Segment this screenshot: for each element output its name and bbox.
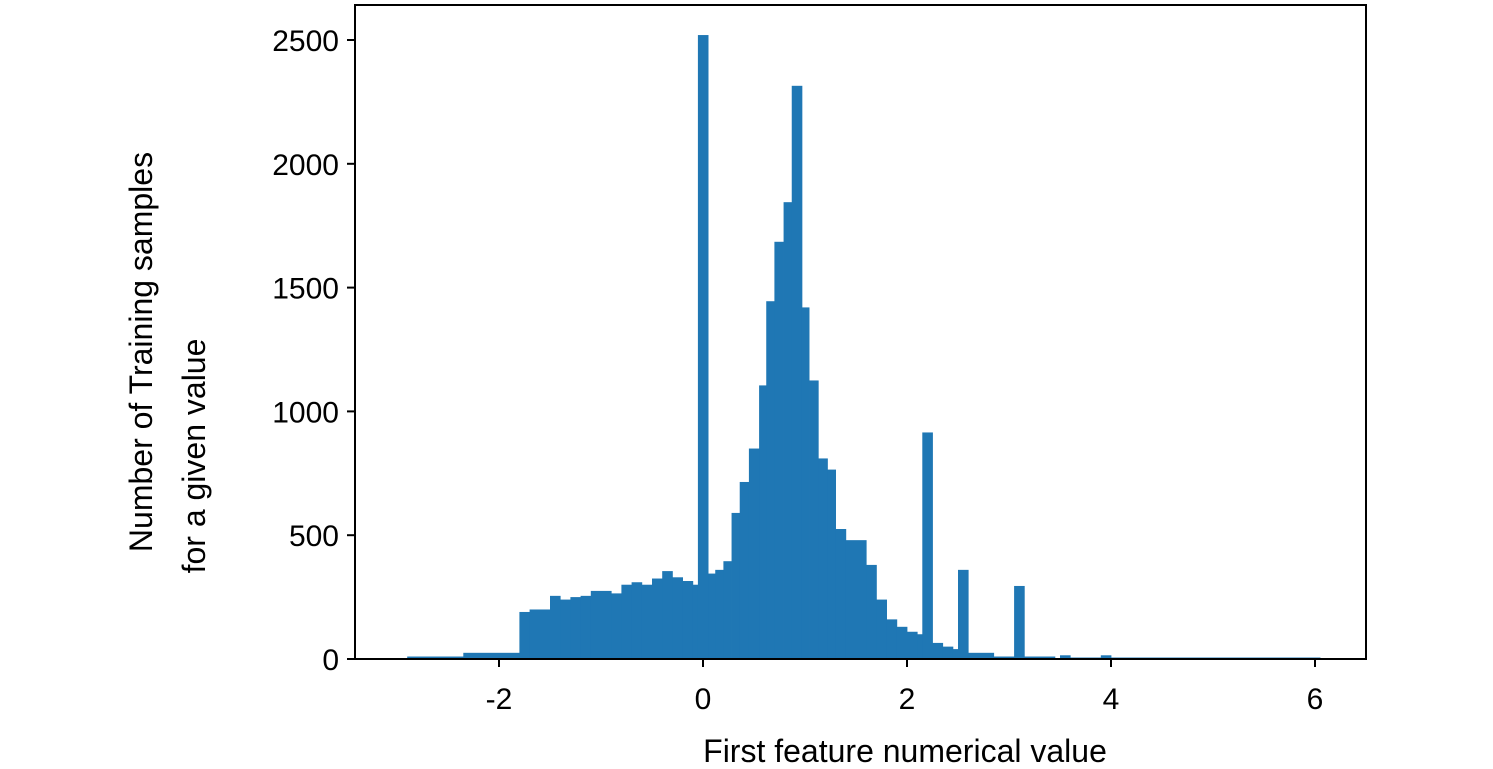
y-tick-label-1: 500 <box>289 520 339 553</box>
histogram-bar-18 <box>697 35 709 660</box>
x-axis-ticks: -2 0 2 4 6 <box>486 659 1324 716</box>
histogram-bar-50 <box>1024 656 1056 659</box>
histogram-bar-48 <box>993 656 1015 659</box>
histogram-bar-27 <box>774 241 784 660</box>
y-axis-label-line-2: for a given value <box>176 339 212 574</box>
histogram-bar-31 <box>809 380 819 659</box>
histogram-bar-38 <box>886 619 898 659</box>
histogram-bar-35 <box>845 540 867 659</box>
histogram-bar-4 <box>550 595 561 659</box>
x-tick-label-3: 4 <box>1103 683 1120 716</box>
y-tick-label-4: 2000 <box>272 149 339 182</box>
histogram-bar-49 <box>1014 585 1025 659</box>
histogram-bar-7 <box>580 595 592 659</box>
x-axis-label: First feature numerical value <box>703 733 1107 769</box>
histogram-bar-45 <box>952 649 959 659</box>
histogram-bar-3 <box>529 609 551 659</box>
histogram-bar-24 <box>748 448 760 659</box>
histogram-bar-14 <box>662 571 673 659</box>
histogram-bar-29 <box>791 85 803 659</box>
histogram-bar-41 <box>917 634 923 659</box>
y-axis-label-line-1: Number of Training samples <box>123 152 159 552</box>
histogram-bar-34 <box>835 529 847 659</box>
histogram-bar-20 <box>715 569 724 659</box>
histogram-bar-22 <box>731 512 741 659</box>
histogram-bar-2 <box>519 611 530 659</box>
x-tick-label-4: 6 <box>1307 683 1324 716</box>
y-axis-ticks: 0 500 1000 1500 2000 2500 <box>272 25 355 677</box>
y-tick-label-5: 2500 <box>272 25 339 58</box>
histogram-bar-21 <box>723 561 732 659</box>
y-tick-label-3: 1500 <box>272 273 339 306</box>
histogram-bar-47 <box>968 652 995 659</box>
histogram-bar-16 <box>682 581 694 659</box>
histogram-bar-44 <box>942 646 954 659</box>
histogram-bar-1 <box>463 652 520 659</box>
histogram-bar-6 <box>570 597 581 659</box>
plot-frame <box>354 4 1367 660</box>
histogram-bar-19 <box>708 573 716 659</box>
histogram-bar-46 <box>958 569 969 659</box>
histogram-bar-15 <box>672 577 683 659</box>
histogram-bar-37 <box>876 599 887 659</box>
histogram-bar-51 <box>1060 655 1071 659</box>
x-tick-label-0: -2 <box>486 683 513 716</box>
histogram-bar-32 <box>818 458 828 659</box>
histogram-bar-8 <box>590 590 612 659</box>
histogram-bar-13 <box>652 578 663 659</box>
histogram-bar-53 <box>1100 655 1112 659</box>
histogram-bar-36 <box>866 564 877 659</box>
y-tick-label-0: 0 <box>322 644 339 677</box>
histogram-bar-28 <box>783 202 793 659</box>
histogram-bars <box>407 35 1321 660</box>
histogram-bar-39 <box>896 626 908 659</box>
histogram-bar-5 <box>560 599 571 659</box>
histogram-bar-25 <box>759 385 767 659</box>
histogram-bar-0 <box>407 656 464 659</box>
histogram-bar-11 <box>631 582 643 659</box>
histogram-bar-26 <box>766 301 775 659</box>
histogram-bar-17 <box>692 584 699 659</box>
histogram-bar-23 <box>739 481 750 659</box>
histogram-bar-42 <box>922 432 933 659</box>
histogram-bar-30 <box>801 307 810 659</box>
x-tick-label-2: 2 <box>899 683 916 716</box>
histogram-bar-9 <box>611 593 622 659</box>
histogram-bar-33 <box>827 469 836 659</box>
histogram-bar-43 <box>932 642 944 659</box>
y-tick-label-2: 1000 <box>272 396 339 429</box>
histogram-bar-10 <box>621 584 632 659</box>
histogram-bar-40 <box>907 631 918 659</box>
histogram-bar-12 <box>641 584 653 659</box>
x-tick-label-1: 0 <box>695 683 712 716</box>
